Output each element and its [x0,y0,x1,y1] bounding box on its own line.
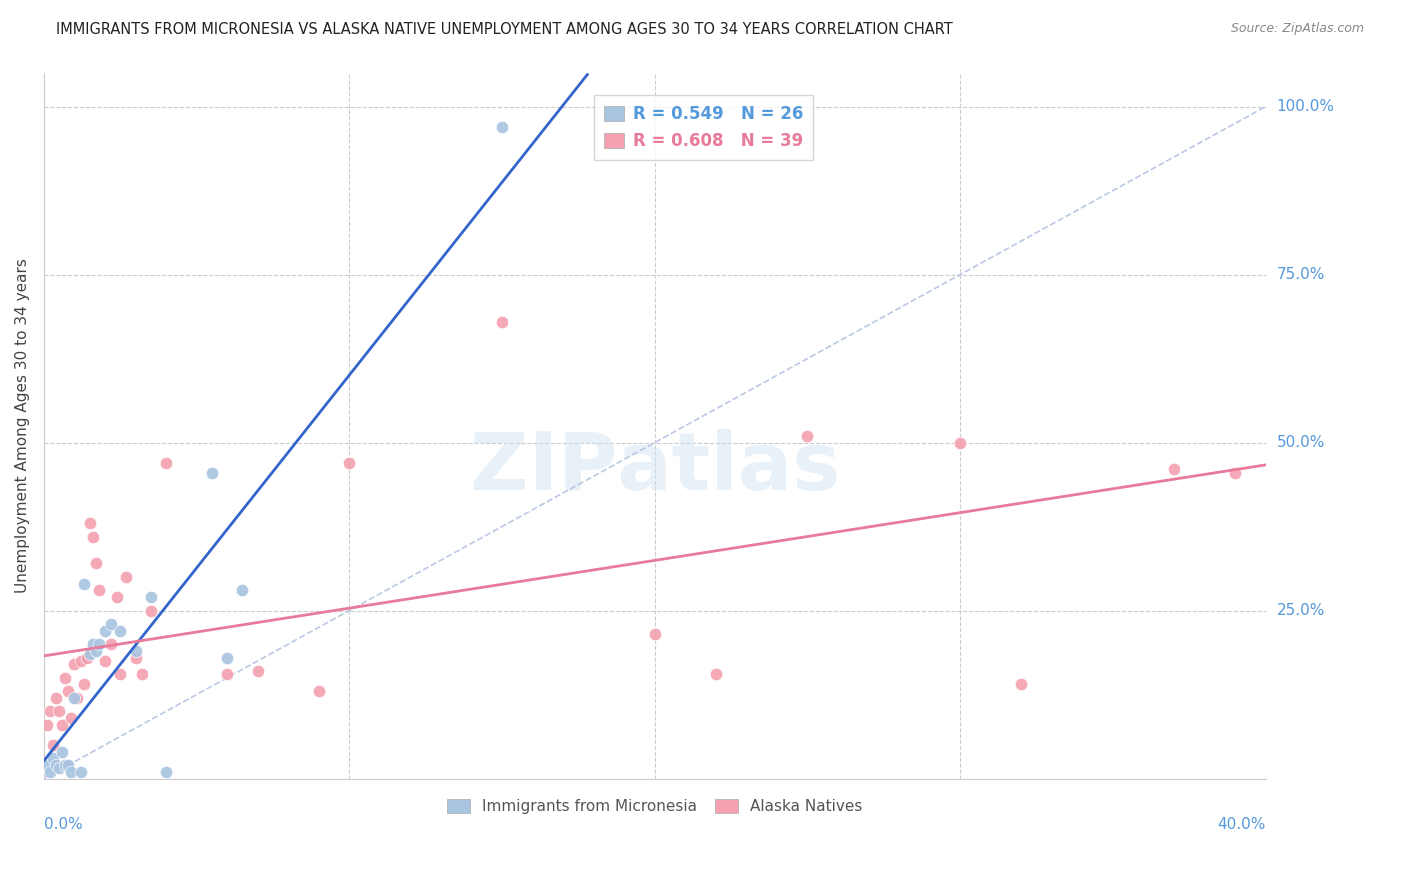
Point [115,570,138,584]
Point [60,764,83,779]
Point [491,120,513,134]
Legend: Immigrants from Micronesia, Alaska Natives: Immigrants from Micronesia, Alaska Nativ… [440,793,869,821]
Point [82,530,104,544]
Point [217,667,239,681]
Point [58,684,80,698]
Point [1010,677,1032,691]
Point [60,711,83,725]
Point [72,576,94,591]
Point [51,718,73,732]
Point [337,456,360,470]
Point [79,516,101,531]
Point [84,557,107,571]
Text: Source: ZipAtlas.com: Source: ZipAtlas.com [1230,22,1364,36]
Text: 100.0%: 100.0% [1277,99,1334,114]
Point [84,644,107,658]
Point [53,671,76,685]
Point [246,664,269,678]
Text: ZIP​atlas: ZIP​atlas [470,429,839,507]
Point [110,624,132,638]
Point [63,657,86,672]
Point [796,429,818,443]
Point [110,667,132,681]
Point [66,690,89,705]
Point [76,650,98,665]
Point [79,647,101,661]
Text: IMMIGRANTS FROM MICRONESIA VS ALASKA NATIVE UNEMPLOYMENT AMONG AGES 30 TO 34 YEA: IMMIGRANTS FROM MICRONESIA VS ALASKA NAT… [56,22,953,37]
Point [1163,462,1185,476]
Point [69,764,91,779]
Point [105,590,128,604]
Point [1223,466,1246,480]
Point [139,590,162,604]
Point [72,677,94,691]
Text: 25.0%: 25.0% [1277,603,1324,618]
Point [704,667,727,681]
Point [63,690,86,705]
Point [48,761,70,775]
Point [100,617,122,632]
Point [139,603,162,617]
Point [201,466,224,480]
Point [42,751,65,765]
Text: 0.0%: 0.0% [44,817,83,832]
Point [51,745,73,759]
Point [94,654,117,668]
Point [39,704,62,718]
Point [124,644,146,658]
Point [124,650,146,665]
Point [231,583,253,598]
Point [45,758,67,772]
Point [155,456,177,470]
Point [69,654,91,668]
Point [45,690,67,705]
Point [39,764,62,779]
Point [308,684,330,698]
Text: 50.0%: 50.0% [1277,435,1324,450]
Point [35,758,58,772]
Point [42,738,65,752]
Text: 40.0%: 40.0% [1218,817,1265,832]
Point [58,758,80,772]
Point [100,637,122,651]
Point [87,583,110,598]
Point [53,758,76,772]
Point [94,624,117,638]
Point [949,435,972,450]
Point [644,627,666,641]
Point [217,650,239,665]
Point [82,637,104,651]
Point [48,704,70,718]
Text: 75.0%: 75.0% [1277,267,1324,282]
Point [87,637,110,651]
Y-axis label: Unemployment Among Ages 30 to 34 years: Unemployment Among Ages 30 to 34 years [15,259,30,593]
Point [35,718,58,732]
Point [131,667,153,681]
Point [155,764,177,779]
Point [491,315,513,329]
